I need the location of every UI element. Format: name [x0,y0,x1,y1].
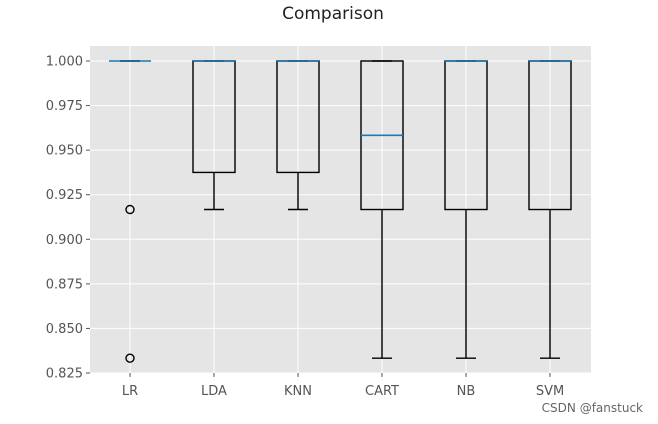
y-tick-label: 0.825 [46,367,83,382]
box-svm [528,60,572,359]
x-tick-label: LDA [201,384,227,399]
x-tick-label: LR [122,384,138,399]
chart-title: Comparison [282,4,384,24]
y-tick-label: 0.850 [46,322,83,337]
x-axis: LR LDA KNN CART NB SVM [122,373,564,399]
y-tick-label: 0.950 [46,144,83,159]
outlier-point [125,353,135,363]
box-knn [276,60,320,211]
x-tick-label: NB [457,384,476,399]
box-nb [444,60,488,359]
y-tick-label: 0.925 [46,188,83,203]
x-tick-label: KNN [284,384,312,399]
box-lda [192,60,236,211]
y-tick-label: 0.900 [46,233,83,248]
box-cart [360,60,404,359]
x-tick-label: CART [365,384,399,399]
plot-area [90,46,591,373]
y-tick-label: 1.000 [46,55,83,70]
outlier-point [125,204,135,215]
boxplots [109,60,572,363]
y-tick-label: 0.875 [46,277,83,292]
watermark: CSDN @fanstuck [542,401,643,415]
x-tick-label: SVM [536,384,564,399]
box-lr [109,60,151,363]
y-tick-label: 0.975 [46,99,83,114]
y-axis: 1.000 0.975 0.950 0.925 0.900 0.875 0.850 0.825 [46,55,90,382]
